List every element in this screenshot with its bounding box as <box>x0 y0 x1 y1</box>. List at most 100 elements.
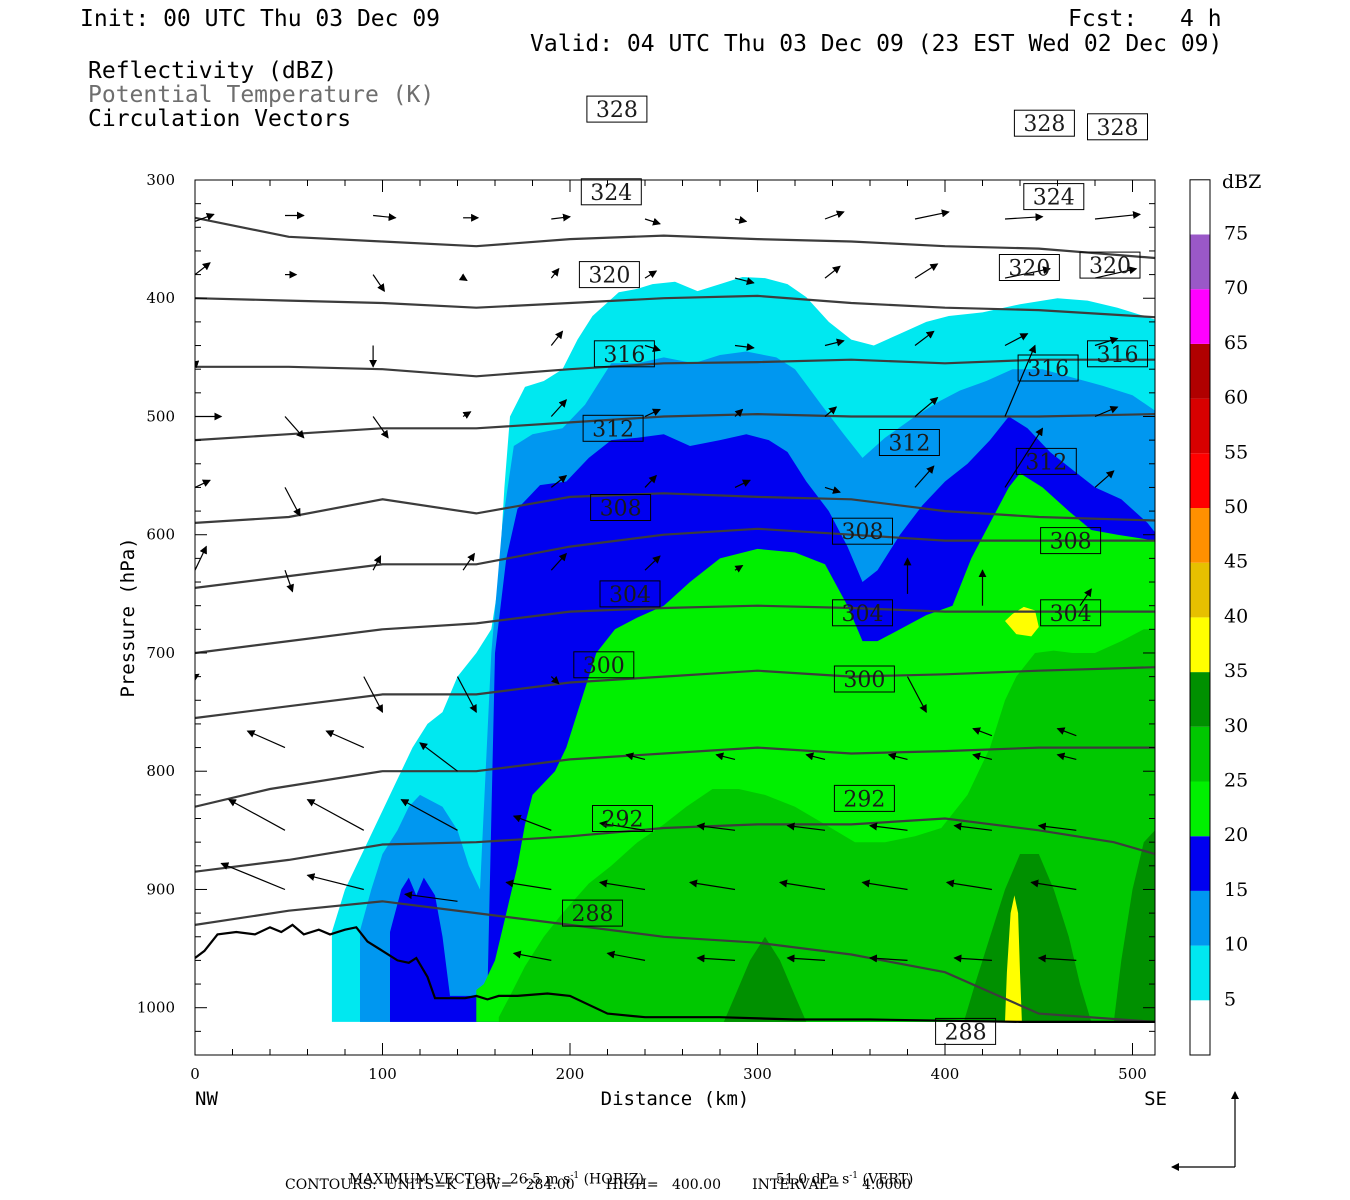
reflectivity-30-area-7 <box>1113 830 1155 1022</box>
vector-17 <box>734 277 755 286</box>
theta-label-5: 308 <box>600 497 642 522</box>
vector-27 <box>644 344 661 352</box>
x-tick-label-0: 0 <box>190 1065 200 1083</box>
vector-56 <box>284 570 294 593</box>
colorbar-bin-14 <box>1190 234 1210 290</box>
theta-label-23: 320 <box>1089 254 1131 279</box>
y-tick-label-600: 600 <box>146 526 175 544</box>
vector-101 <box>306 873 364 891</box>
vector-44 <box>195 479 211 488</box>
theta-label-box-1 <box>592 805 653 832</box>
reflectivity-fill <box>331 277 1155 1022</box>
reflectivity-25-area-4 <box>498 629 1155 1022</box>
theta-label-box-24 <box>1023 183 1085 211</box>
vector-77 <box>195 746 196 748</box>
colorbar-label-65: 65 <box>1224 332 1248 354</box>
colorbar-label-40: 40 <box>1224 605 1248 627</box>
colorbar-label-50: 50 <box>1224 496 1248 518</box>
theta-316-line-7 <box>195 412 1155 442</box>
vector-4 <box>551 213 571 222</box>
vector-115 <box>606 950 646 961</box>
colorbar-bin-8 <box>1190 562 1210 618</box>
theta-label-15: 308 <box>842 520 884 545</box>
theta-label-box-10 <box>586 95 648 123</box>
theta-label-24: 324 <box>1033 186 1075 211</box>
field-vectors: Circulation Vectors <box>88 106 352 132</box>
vector-39 <box>734 408 744 418</box>
theta-300-line-3 <box>195 666 1155 720</box>
plot-frame <box>194 179 1156 1056</box>
vector-30 <box>914 330 935 346</box>
vector-21 <box>1094 266 1138 279</box>
vector-11 <box>195 262 211 276</box>
max-vector-label: MAXIMUM VECTOR: <box>348 1171 501 1188</box>
colorbar-bin-12 <box>1190 343 1210 399</box>
vector-69 <box>456 676 477 713</box>
vector-78 <box>246 730 286 749</box>
vector-117 <box>786 954 826 963</box>
vector-0 <box>195 213 215 222</box>
vector-7 <box>824 210 845 220</box>
colorbar-label-25: 25 <box>1224 770 1248 792</box>
vector-119 <box>953 954 992 963</box>
vector-34 <box>284 416 305 439</box>
colorbar-bin-11 <box>1190 398 1210 454</box>
theta-304-line-4 <box>195 604 1155 655</box>
colorbar-bin-6 <box>1190 672 1210 727</box>
theta-label-box-16 <box>878 429 940 456</box>
vector-5 <box>644 217 661 226</box>
vector-26 <box>550 330 564 346</box>
theta-contours <box>195 216 1155 1023</box>
colorbar: 5 10 15 20 25 30 35 40 45 50 55 60 65 70 75 dBZ <box>1189 171 1261 1056</box>
vector-60 <box>644 555 661 571</box>
vector-90 <box>306 799 365 831</box>
vector-106 <box>779 879 826 891</box>
field-theta: Potential Temperature (K) <box>88 82 435 108</box>
vector-57 <box>372 555 382 571</box>
reflectivity-35-area-8 <box>1005 895 1022 1022</box>
vector-103 <box>505 879 552 891</box>
theta-label-box-14 <box>832 599 893 627</box>
vector-118 <box>869 954 908 963</box>
horiz-value: 26.5 m s <box>509 1171 571 1188</box>
theta-label-7: 316 <box>603 343 645 368</box>
colorbar-label-60: 60 <box>1224 387 1248 409</box>
y-tick-label-300: 300 <box>146 171 175 189</box>
theta-label-box-9 <box>580 178 642 206</box>
vector-16 <box>644 270 658 279</box>
horiz-exp: -1 <box>570 1171 580 1181</box>
vector-41 <box>914 396 939 417</box>
theta-label-11: 288 <box>945 1020 987 1045</box>
colorbar-bin-4 <box>1190 781 1210 837</box>
vector-36 <box>462 411 472 419</box>
theta-label-14: 304 <box>842 602 884 627</box>
vector-80 <box>419 742 458 772</box>
vector-29 <box>824 338 845 347</box>
valid-time: Valid: 04 UTC Thu 03 Dec 09 (23 EST Wed … <box>530 31 1223 57</box>
theta-label-box-19 <box>1015 447 1077 475</box>
vector-13 <box>372 274 385 293</box>
x-end-label-right: SE <box>1144 1088 1167 1110</box>
colorbar-bin-5 <box>1190 726 1210 782</box>
theta-label-box-21 <box>1040 599 1102 627</box>
vector-59 <box>550 552 567 571</box>
vector-108 <box>945 879 992 891</box>
theta-324-line-9 <box>195 294 1155 319</box>
init-time: Init: 00 UTC Thu 03 Dec 09 <box>80 6 441 32</box>
colorbar-label-20: 20 <box>1224 824 1248 846</box>
vector-9 <box>1004 213 1044 222</box>
theta-label-3: 300 <box>583 654 625 679</box>
theta-320-line-8 <box>195 358 1155 378</box>
colorbar-label-30: 30 <box>1224 715 1248 737</box>
vector-70 <box>550 675 560 685</box>
vector-79 <box>325 730 365 749</box>
vector-14 <box>458 273 468 282</box>
vector-93 <box>599 820 646 831</box>
vector-91 <box>400 799 458 831</box>
theta-label-box-11 <box>935 1017 997 1045</box>
vector-65 <box>1079 588 1092 607</box>
theta-label-20: 308 <box>1050 530 1092 555</box>
vector-114 <box>512 950 552 961</box>
vector-96 <box>869 822 908 831</box>
